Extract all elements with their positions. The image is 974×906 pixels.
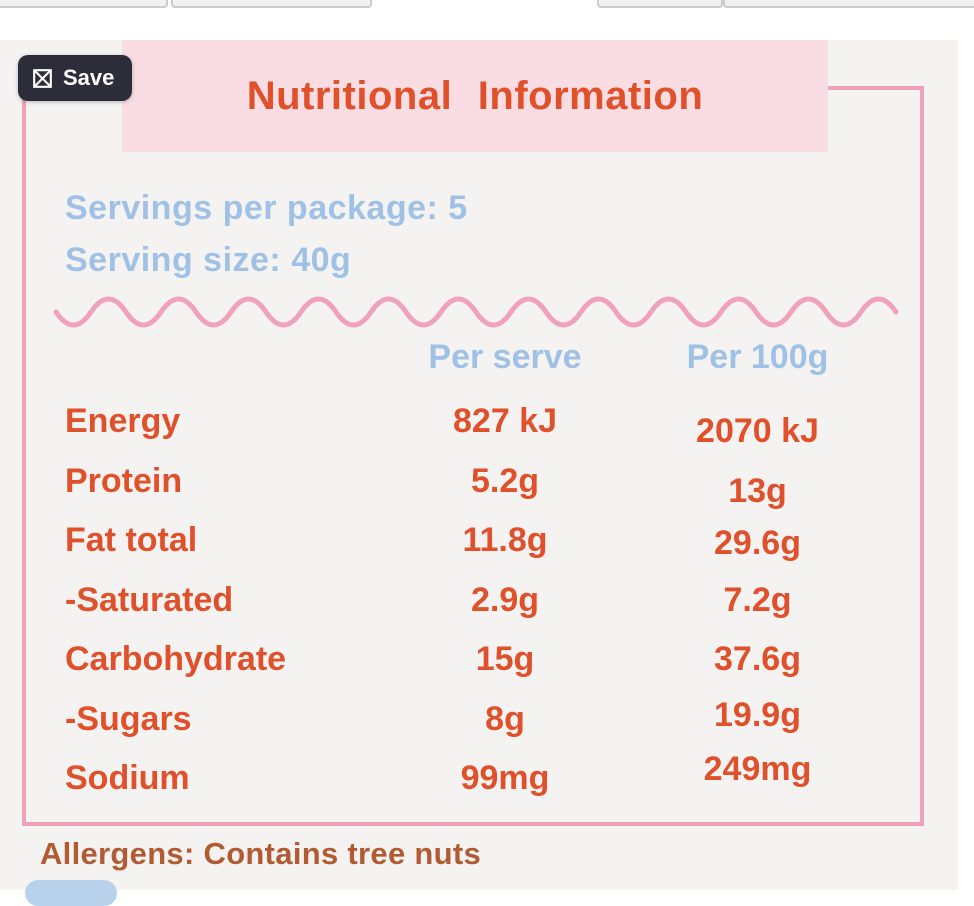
table-row: Protein 5.2g 13g [0,456,958,516]
table-row: Energy 827 kJ 2070 kJ [0,396,958,456]
per-serve-value: 99mg [460,759,550,797]
cutoff-card-top-left-1[interactable] [0,0,168,8]
column-header-per-serve: Per serve [428,338,582,376]
per-serve-value: 5.2g [470,461,540,500]
table-row: Fat total 11.8g 29.6g [0,515,958,575]
save-button[interactable]: Save [18,55,133,101]
nutrient-name: Fat total [65,521,198,559]
per-serve-value: 15g [475,640,535,678]
servings-info: Servings per package: 5 Serving size: 40… [65,182,468,286]
per-100g-value: 29.6g [714,524,801,562]
per-serve-value: 827 kJ [453,402,557,440]
cutoff-card-top-right-2[interactable] [723,0,974,8]
nutrient-name: Sodium [65,759,190,797]
per-100g-value: 19.9g [714,695,801,734]
nutrient-name: Protein [65,461,183,500]
nutrient-name: Energy [65,402,181,440]
per-serve-value: 11.8g [462,521,548,559]
servings-per-package: Servings per package: 5 [65,189,468,227]
per-100g-value: 249mg [703,750,812,788]
nutrient-name: -Sugars [65,699,192,738]
table-row: Carbohydrate 15g 37.6g [0,634,958,694]
per-serve-value: 8g [485,699,525,738]
save-collection-icon [33,68,52,88]
table-row: -Sugars 8g 19.9g [0,694,958,754]
page-title: Nutritional Information [246,73,704,118]
label-header-band: Nutritional Information [122,40,828,152]
nutrition-table: Energy 827 kJ 2070 kJ Protein 5.2g 13g F… [0,396,958,813]
wavy-divider [53,296,899,328]
per-100g-value: 37.6g [714,640,801,678]
cutoff-card-top-right-1[interactable] [597,0,723,8]
per-serve-value: 2.9g [470,580,540,619]
per-100g-value: 2070 kJ [696,412,819,450]
allergens-text: Allergens: Contains tree nuts [40,836,482,871]
serving-size: Serving size: 40g [65,241,352,279]
nutrient-name: -Saturated [65,580,234,619]
cutoff-card-top-left-2[interactable] [171,0,372,8]
table-row: Sodium 99mg 249mg [0,750,958,813]
cutoff-blue-element[interactable] [25,880,117,906]
per-100g-value: 7.2g [723,580,792,619]
save-button-label: Save [63,65,115,90]
nutrient-name: Carbohydrate [65,640,287,678]
per-100g-value: 13g [728,471,787,510]
column-header-per-100g: Per 100g [686,338,829,376]
table-column-headers: Per serve Per 100g [0,338,958,380]
table-row: -Saturated 2.9g 7.2g [0,575,958,635]
nutrition-label-image: Nutritional Information Servings per pac… [0,40,958,906]
